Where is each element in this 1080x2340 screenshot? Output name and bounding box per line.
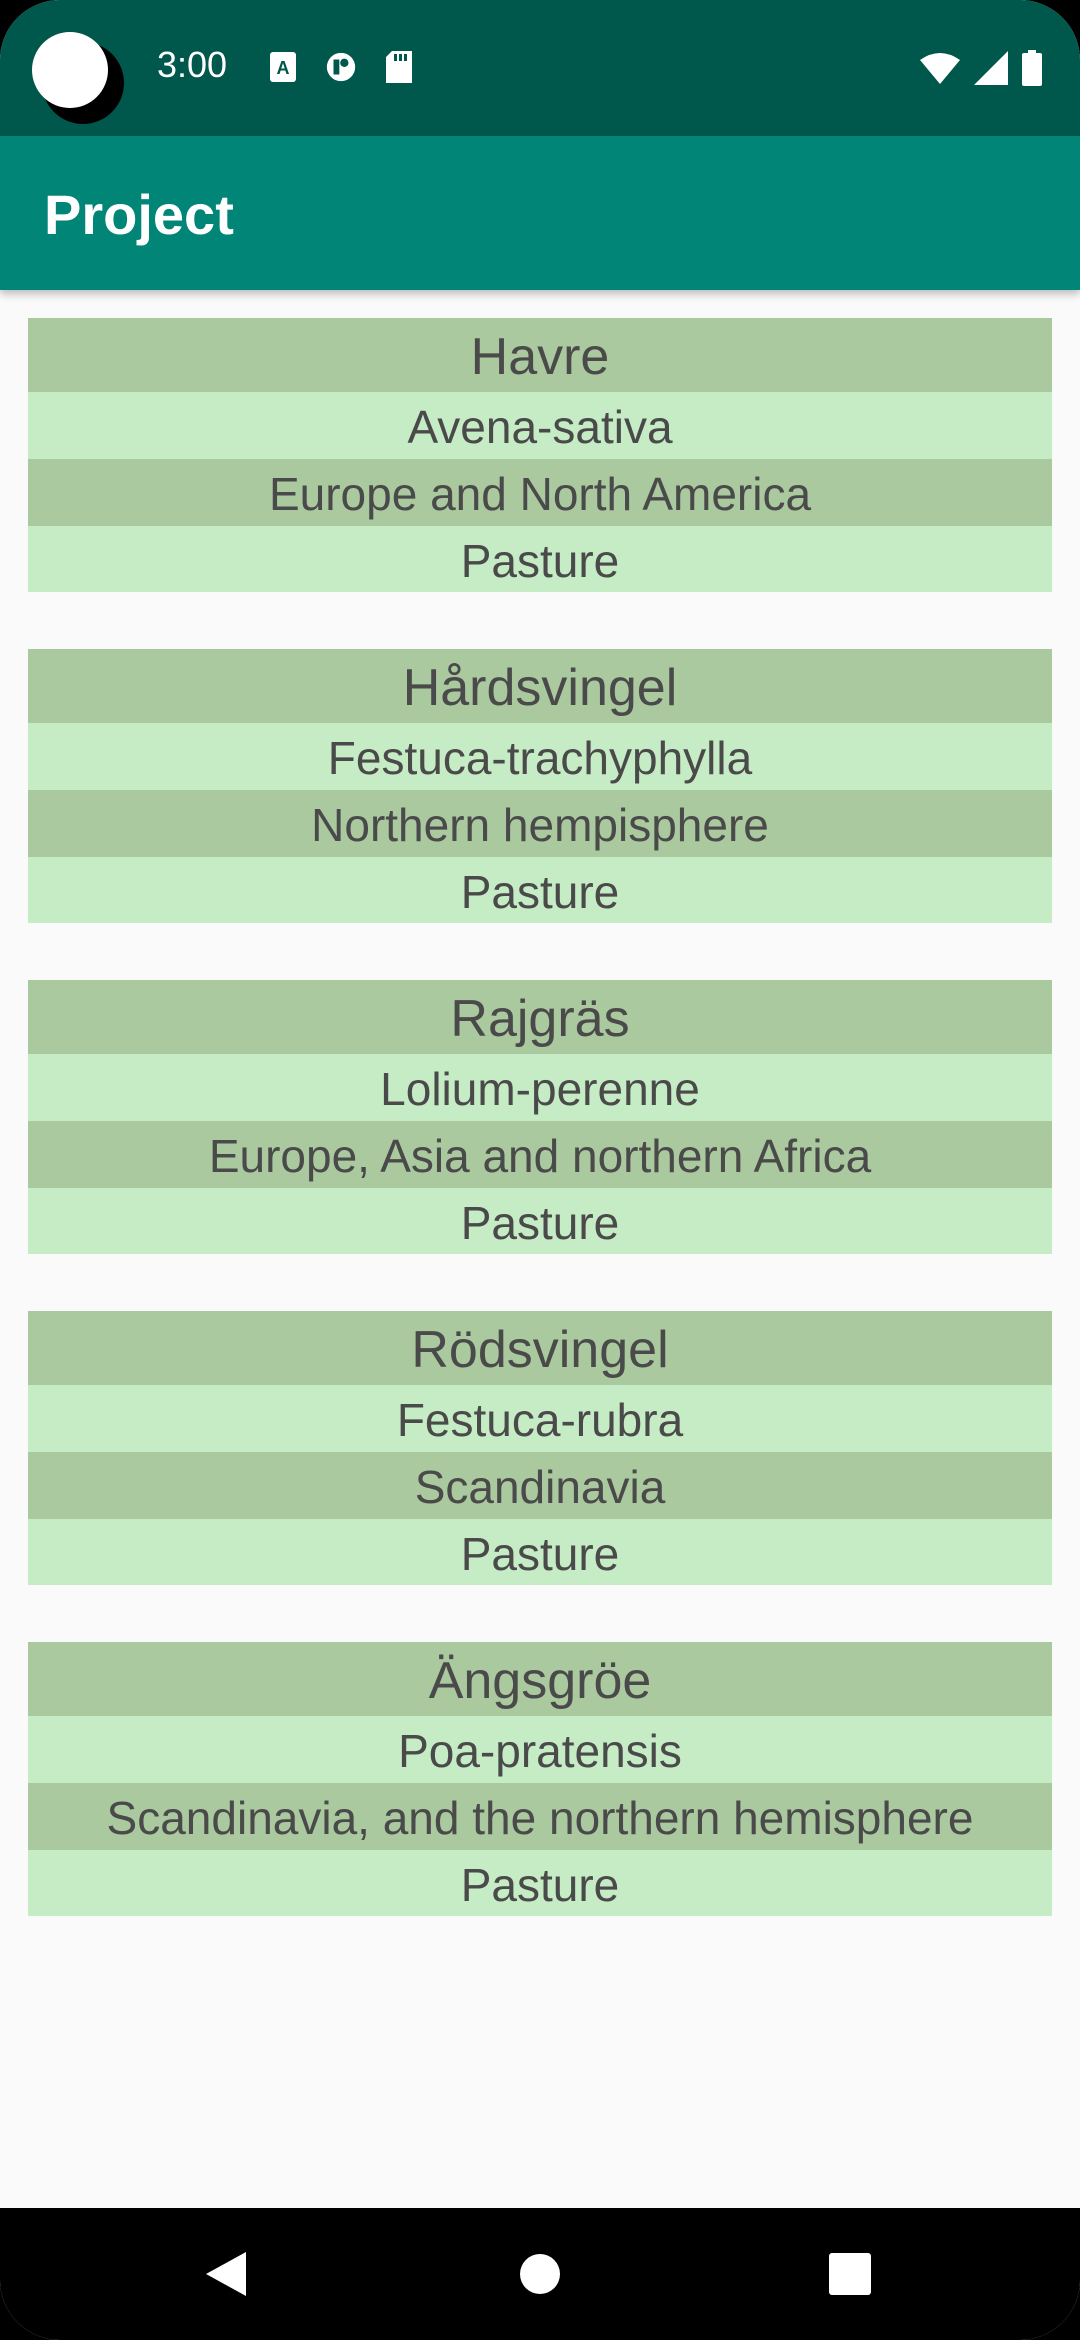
plant-latin-name: Festuca-trachyphylla <box>28 723 1052 790</box>
plant-region: Europe and North America <box>28 459 1052 526</box>
plant-name: Ängsgröe <box>28 1642 1052 1716</box>
plant-name: Rödsvingel <box>28 1311 1052 1385</box>
plant-region: Scandinavia <box>28 1452 1052 1519</box>
svg-text:A: A <box>277 58 290 78</box>
notification-icons: A <box>268 50 414 84</box>
plant-card[interactable]: Ängsgröe Poa-pratensis Scandinavia, and … <box>28 1642 1052 1916</box>
navigation-bar <box>0 2208 1080 2340</box>
plant-name: Rajgräs <box>28 980 1052 1054</box>
status-time: 3:00 <box>157 44 228 85</box>
plant-card[interactable]: Havre Avena-sativa Europe and North Amer… <box>28 318 1052 592</box>
status-bar: 3:00 A <box>0 0 1080 136</box>
plant-card[interactable]: Rajgräs Lolium-perenne Europe, Asia and … <box>28 980 1052 1254</box>
plant-usage: Pasture <box>28 857 1052 923</box>
a-icon: A <box>268 50 298 84</box>
wifi-icon <box>920 52 960 89</box>
plant-usage: Pasture <box>28 1850 1052 1916</box>
plant-card[interactable]: Rödsvingel Festuca-rubra Scandinavia Pas… <box>28 1311 1052 1585</box>
plant-region: Scandinavia, and the northern hemisphere <box>28 1783 1052 1850</box>
plant-name: Havre <box>28 318 1052 392</box>
plant-region: Europe, Asia and northern Africa <box>28 1121 1052 1188</box>
sd-card-icon <box>384 50 414 84</box>
plant-usage: Pasture <box>28 1519 1052 1585</box>
plant-latin-name: Festuca-rubra <box>28 1385 1052 1452</box>
plant-region: Northern hempisphere <box>28 790 1052 857</box>
plant-list: Havre Avena-sativa Europe and North Amer… <box>28 318 1052 1973</box>
contrast-icon <box>326 50 356 84</box>
recents-icon[interactable] <box>820 2244 880 2304</box>
signal-icon <box>974 51 1008 90</box>
plant-latin-name: Poa-pratensis <box>28 1716 1052 1783</box>
home-icon[interactable] <box>510 2244 570 2304</box>
plant-name: Hårdsvingel <box>28 649 1052 723</box>
system-icons <box>920 50 1042 91</box>
app-bar: Project <box>0 136 1080 290</box>
plant-usage: Pasture <box>28 1188 1052 1254</box>
back-icon[interactable] <box>196 2244 256 2304</box>
camera-cutout <box>30 30 124 124</box>
plant-usage: Pasture <box>28 526 1052 592</box>
plant-latin-name: Lolium-perenne <box>28 1054 1052 1121</box>
app-title: Project <box>44 183 234 246</box>
battery-icon <box>1022 50 1042 91</box>
plant-latin-name: Avena-sativa <box>28 392 1052 459</box>
plant-card[interactable]: Hårdsvingel Festuca-trachyphylla Norther… <box>28 649 1052 923</box>
